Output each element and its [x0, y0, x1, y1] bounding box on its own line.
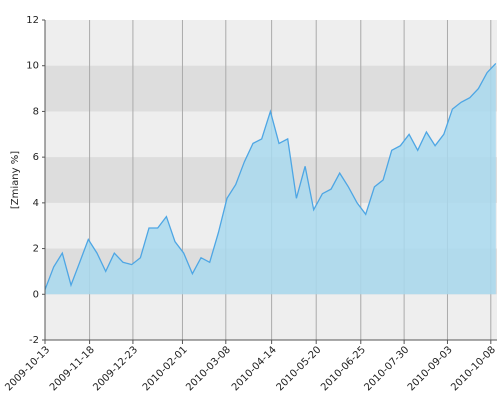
x-tick-label: 2010-02-01: [141, 344, 190, 393]
y-axis-label: [Zmiany %]: [10, 151, 21, 209]
x-tick-label: 2010-04-14: [230, 344, 279, 393]
x-tick-label: 2010-09-03: [406, 344, 455, 393]
grid-band: [45, 65, 497, 112]
line: [44, 62, 497, 290]
y-tick-label: 10: [26, 61, 39, 72]
x-tick-label: 2010-03-08: [184, 344, 233, 393]
y-tick-label: 4: [33, 198, 39, 209]
y-tick-label: 6: [33, 152, 39, 163]
x-tick-label: 2010-07-30: [362, 344, 411, 393]
y-tick-label: 2: [33, 244, 39, 255]
y-tick-label: 12: [26, 15, 39, 26]
x-tick-label: 2010-10-08: [449, 344, 498, 393]
x-tick-label: 2009-10-13: [3, 344, 52, 393]
y-tick-label: -2: [29, 335, 39, 346]
x-tick-label: 2010-05-20: [275, 344, 324, 393]
x-tick-label: 2009-12-23: [91, 344, 140, 393]
area-fill: [45, 63, 496, 295]
x-tick-label: 2010-06-25: [319, 344, 368, 393]
y-tick-label: 0: [33, 289, 39, 300]
x-tick-label: 2009-11-18: [48, 344, 97, 393]
y-tick-label: 8: [33, 106, 39, 117]
